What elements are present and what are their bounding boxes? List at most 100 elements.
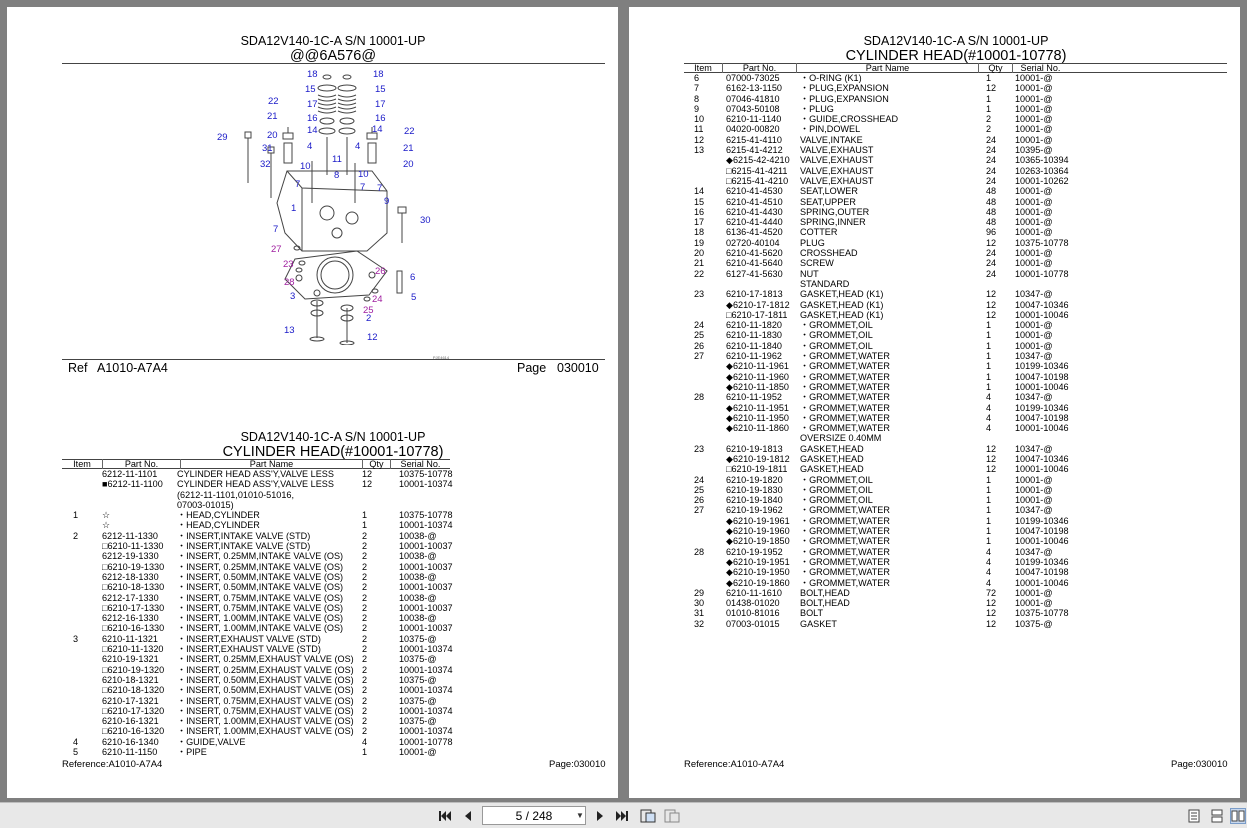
part-number-cell: 6210-11-1321 — [102, 633, 158, 644]
item-cell: 5 — [73, 747, 79, 758]
part-name-cell: CYLINDER HEAD ASS'Y,VALVE LESS — [177, 479, 334, 490]
table-row: 6210-18-1321 ・INSERT, 0.50MM,EXHAUST VALV… — [62, 675, 450, 685]
part-number-cell: 6210-11-1140 — [726, 114, 782, 125]
table-row: 6212-18-1330 ・INSERT, 0.50MM,INTAKE VALVE… — [62, 572, 450, 582]
table-row: 26 6210-19-1840 ・GROMMET,OIL 1 10001-@ — [684, 495, 1227, 505]
table-row: 27 6210-11-1962 ・GROMMET,WATER 1 10347-@ — [684, 351, 1227, 361]
diagram-code: PJE4614 — [432, 355, 450, 360]
part-name-cell: ・GROMMET,WATER — [800, 392, 890, 403]
qty-cell: 2 — [362, 644, 368, 655]
part-number-cell: 6210-18-1321 — [102, 674, 159, 685]
qty-cell: 12 — [986, 453, 997, 464]
serial-cell: 10001-10046 — [1015, 381, 1069, 392]
part-name-cell: ・GROMMET,WATER — [800, 546, 890, 557]
serial-cell: 10001-@ — [1015, 474, 1053, 485]
qty-cell: 1 — [986, 371, 992, 382]
part-number-cell: □6210-19-1320 — [102, 664, 165, 675]
serial-cell: 10375-@ — [399, 633, 437, 644]
callout-label: 18 — [373, 69, 384, 80]
next-page-icon[interactable] — [592, 808, 608, 824]
qty-cell: 2 — [362, 716, 368, 727]
callout-label: 12 — [367, 332, 378, 343]
qty-cell: 12 — [986, 83, 997, 94]
qty-cell: 2 — [362, 541, 368, 552]
part-name-cell: PLUG — [800, 237, 825, 248]
callout-label: 17 — [307, 99, 318, 110]
serial-cell: 10199-10346 — [1015, 556, 1069, 567]
part-number-cell: □6215-41-4211 — [726, 165, 788, 176]
part-name-cell: ・INSERT, 1.00MM,INTAKE VALVE (OS) — [177, 613, 344, 624]
page-dropdown-icon[interactable]: ▼ — [576, 811, 584, 820]
part-name-cell: ・GROMMET,WATER — [800, 505, 890, 516]
last-page-icon[interactable] — [614, 808, 630, 824]
item-cell: 23 — [694, 289, 705, 300]
serial-cell: 10199-10346 — [1015, 402, 1069, 413]
table-header: Item Part No. Part Name Qty Serial No. — [684, 63, 1227, 73]
part-number-cell: 6210-17-1813 — [726, 289, 783, 300]
part-name-cell: ・GROMMET,WATER — [800, 381, 890, 392]
callout-label: 21 — [403, 143, 414, 154]
qty-cell: 12 — [986, 237, 997, 248]
item-cell: 26 — [694, 340, 705, 351]
part-name-cell: ・INSERT, 0.25MM,EXHAUST VALVE (OS) — [177, 664, 354, 675]
callout-label: 20 — [403, 159, 414, 170]
diagram-footer-divider — [62, 359, 605, 360]
first-page-icon[interactable] — [437, 808, 453, 824]
part-name-cell: ・PIN,DOWEL — [800, 124, 861, 135]
callout-label: 15 — [375, 84, 386, 95]
table-row: 17 6210-41-4440 SPRING,INNER 48 10001-@ — [684, 217, 1227, 227]
item-cell: 17 — [694, 217, 705, 228]
part-name-cell: ・PLUG — [800, 103, 834, 114]
serial-cell: 10001-@ — [1015, 598, 1053, 609]
fit-width-icon[interactable] — [664, 808, 680, 824]
part-number-cell: 6210-19-1962 — [726, 505, 783, 516]
callout-label: 11 — [332, 154, 342, 165]
item-cell: 19 — [694, 237, 705, 248]
part-name-cell: ・GROMMET,OIL — [800, 474, 873, 485]
two-page-view-icon[interactable] — [1230, 808, 1246, 824]
prev-page-icon[interactable] — [460, 808, 476, 824]
single-page-view-icon[interactable] — [1186, 808, 1202, 824]
part-number-cell: 6210-41-5620 — [726, 248, 783, 259]
part-number-cell: 6212-17-1330 — [102, 592, 159, 603]
table-row: 19 02720-40104 PLUG 12 10375-10778 — [684, 238, 1227, 248]
page-number-input[interactable] — [482, 806, 586, 825]
callout-label: 30 — [420, 215, 431, 226]
table-row: ◆6210-11-1950 ・GROMMET,WATER 4 10047-10198 — [684, 413, 1227, 423]
column-header: Part Name — [796, 63, 978, 73]
part-name-cell: ・INSERT, 1.00MM,INTAKE VALVE (OS) — [177, 623, 344, 634]
serial-cell: 10001-10037 — [399, 623, 453, 634]
table-row: □6210-16-1320 ・INSERT, 1.00MM,EXHAUST VAL… — [62, 726, 453, 737]
callout-label: 15 — [305, 84, 316, 95]
table-row: 25 6210-19-1830 ・GROMMET,OIL 1 10001-@ — [684, 485, 1227, 495]
part-number-cell: ◆6210-11-1951 — [726, 402, 789, 413]
serial-cell: 10375-@ — [399, 674, 437, 685]
continuous-view-icon[interactable] — [1209, 808, 1225, 824]
table-row: □6210-18-1330 ・INSERT, 0.50MM,INTAKE VALV… — [62, 582, 453, 592]
serial-cell: 10375-@ — [1015, 618, 1053, 629]
qty-cell: 1 — [986, 103, 992, 114]
part-number-cell: 6127-41-5630 — [726, 268, 783, 279]
table-row: ◆6210-19-1812 GASKET,HEAD 12 10047-10346 — [684, 454, 1227, 464]
part-number-cell: ◆6210-11-1860 — [726, 423, 789, 434]
item-cell: 7 — [694, 83, 700, 94]
part-name-cell: ・GUIDE,CROSSHEAD — [800, 114, 899, 125]
callout-label: 27 — [271, 244, 282, 255]
table-row: 18 6136-41-4520 COTTER 96 10001-@ — [684, 227, 1227, 237]
viewer-toolbar: ▼ — [0, 802, 1247, 828]
fit-page-icon[interactable] — [640, 808, 656, 824]
table-subtitle: CYLINDER HEAD(#10001-10778) — [222, 444, 444, 460]
part-number-cell: ◆6210-11-1950 — [726, 412, 789, 423]
qty-cell: 1 — [986, 351, 992, 362]
part-name-cell: CYLINDER HEAD ASS'Y,VALVE LESS — [177, 469, 334, 479]
serial-cell: 10001-@ — [1015, 186, 1053, 197]
part-name-cell: ・GROMMET,WATER — [800, 371, 890, 382]
part-name-cell: ・INSERT, 1.00MM,EXHAUST VALVE (OS) — [177, 726, 354, 737]
qty-cell: 24 — [986, 165, 997, 176]
table-row: 24 6210-11-1820 ・GROMMET,OIL 1 10001-@ — [684, 320, 1227, 330]
serial-cell: 10347-@ — [1015, 443, 1053, 454]
callout-label: 32 — [260, 159, 271, 170]
part-number-cell: 6210-11-1820 — [726, 320, 782, 331]
item-cell: 12 — [694, 134, 705, 145]
part-name-cell: ・INSERT, 0.75MM,INTAKE VALVE (OS) — [177, 602, 344, 613]
